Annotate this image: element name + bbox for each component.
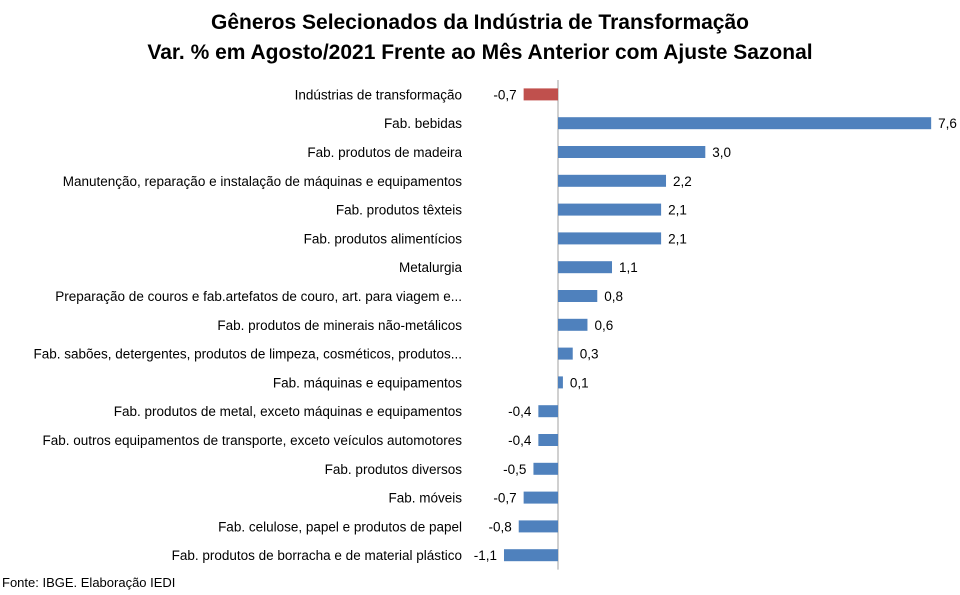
data-label: -0,8 [488, 519, 511, 534]
bar [558, 261, 613, 274]
data-label: 0,3 [580, 347, 599, 362]
category-label: Fab. produtos de madeira [307, 145, 462, 160]
category-label: Fab. máquinas e equipamentos [273, 375, 462, 390]
data-label: -0,7 [493, 491, 516, 506]
category-label: Fab. outros equipamentos de transporte, … [43, 433, 463, 448]
category-label: Fab. celulose, papel e produtos de papel [218, 519, 462, 534]
data-label: 0,1 [570, 375, 589, 390]
data-label: 7,6 [938, 116, 957, 131]
bar [558, 117, 932, 130]
bar [538, 405, 558, 418]
data-label: 2,1 [668, 231, 687, 246]
bar [558, 174, 667, 187]
data-label: -0,4 [508, 433, 532, 448]
bar [538, 434, 558, 446]
bar [518, 520, 558, 533]
bar [523, 88, 558, 101]
data-label: -0,5 [503, 462, 526, 477]
data-label: -0,7 [493, 87, 516, 102]
data-label: 2,2 [673, 174, 692, 189]
bar [558, 318, 588, 331]
category-label: Indústrias de transformação [295, 87, 462, 102]
category-label: Preparação de couros e fab.artefatos de … [55, 289, 462, 304]
bar [558, 376, 563, 389]
category-label: Fab. móveis [388, 491, 462, 506]
bar [558, 203, 662, 216]
bar [533, 462, 558, 475]
category-label: Manutenção, reparação e instalação de má… [63, 174, 463, 189]
category-label: Fab. bebidas [384, 116, 462, 131]
data-label: 0,8 [604, 289, 623, 304]
category-label: Fab. produtos de minerais não-metálicos [217, 318, 462, 333]
category-label: Metalurgia [399, 260, 463, 275]
bar [558, 232, 662, 245]
category-label: Fab. sabões, detergentes, produtos de li… [34, 347, 463, 362]
chart-subtitle: Var. % em Agosto/2021 Frente ao Mês Ante… [147, 41, 813, 64]
category-label: Fab. produtos de borracha e de material … [172, 548, 462, 563]
data-label: -1,1 [474, 548, 497, 563]
bar [503, 549, 558, 562]
source-note: Fonte: IBGE. Elaboração IEDI [2, 575, 176, 590]
category-label: Fab. produtos de metal, exceto máquinas … [114, 404, 462, 419]
data-label: 3,0 [712, 145, 731, 160]
data-label: 0,6 [594, 318, 613, 333]
category-label: Fab. produtos alimentícios [304, 231, 463, 246]
data-label: 1,1 [619, 260, 638, 275]
bar [558, 290, 598, 302]
category-label: Fab. produtos têxteis [336, 203, 462, 218]
data-label: 2,1 [668, 203, 687, 218]
data-label: -0,4 [508, 404, 532, 419]
chart-title: Gêneros Selecionados da Indústria de Tra… [210, 11, 749, 34]
bar [558, 347, 573, 360]
bar [523, 491, 558, 504]
category-label: Fab. produtos diversos [325, 462, 463, 477]
bar [558, 146, 706, 158]
